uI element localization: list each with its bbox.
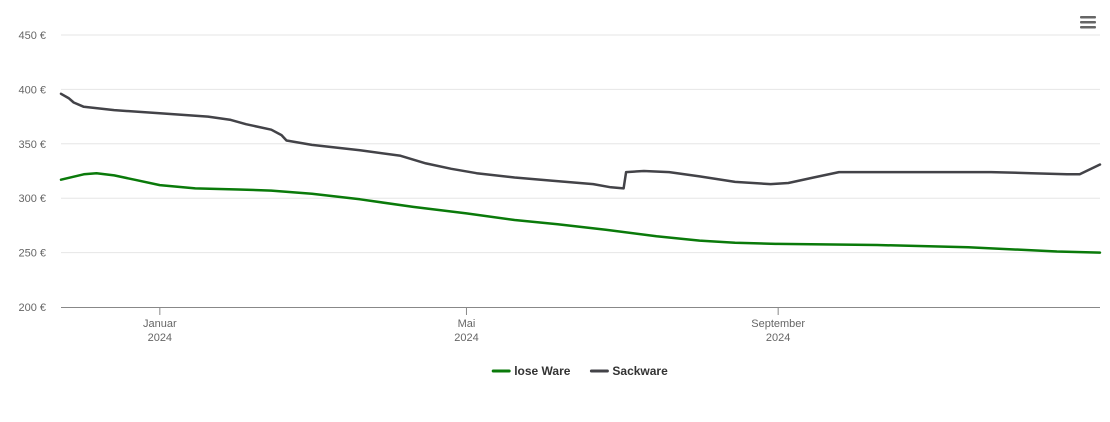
grid-lines bbox=[61, 34, 1100, 254]
series-line-sackware bbox=[59, 92, 1102, 190]
y-axis-labels: 200 € 250 € 300 € 350 € 400 € 450 € bbox=[18, 30, 46, 314]
x-tick-label: Januar 2024 bbox=[143, 318, 177, 344]
y-tick-label: 350 € bbox=[18, 139, 46, 151]
legend-item-lose-ware[interactable]: lose Ware bbox=[491, 364, 571, 378]
legend: lose Ware Sackware bbox=[491, 364, 668, 378]
x-tick-label: Mai 2024 bbox=[454, 318, 478, 344]
y-tick-label: 250 € bbox=[18, 248, 46, 260]
x-axis-labels: Januar 2024 Mai 2024 September 2024 bbox=[143, 318, 805, 344]
legend-label: lose Ware bbox=[514, 364, 571, 378]
x-tick-label: September 2024 bbox=[751, 318, 805, 344]
y-tick-label: 400 € bbox=[18, 84, 46, 96]
series-line-lose-ware bbox=[59, 171, 1102, 254]
y-tick-label: 200 € bbox=[18, 302, 46, 314]
legend-label: Sackware bbox=[612, 364, 668, 378]
series-lines bbox=[59, 92, 1102, 254]
y-tick-label: 300 € bbox=[18, 193, 46, 205]
x-axis-ticks bbox=[159, 307, 779, 315]
y-tick-label: 450 € bbox=[18, 30, 46, 42]
legend-item-sackware[interactable]: Sackware bbox=[589, 364, 668, 378]
hamburger-menu-icon[interactable] bbox=[1080, 14, 1096, 30]
